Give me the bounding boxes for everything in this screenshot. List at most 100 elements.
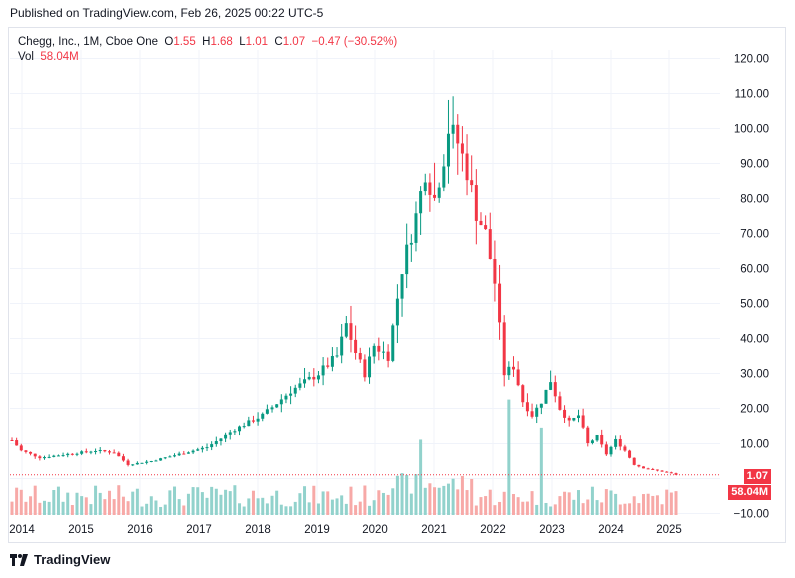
candle-body bbox=[52, 455, 56, 457]
candle-body bbox=[590, 440, 594, 444]
volume-bar bbox=[70, 505, 74, 515]
candle-body bbox=[256, 418, 260, 422]
volume-bar bbox=[521, 501, 525, 515]
candle-body bbox=[502, 322, 506, 376]
candle-body bbox=[126, 460, 130, 465]
candle-body bbox=[628, 450, 632, 458]
volume-bar bbox=[33, 485, 37, 515]
volume-bar bbox=[423, 487, 427, 515]
x-tick-label: 2019 bbox=[304, 524, 330, 536]
volume-bar bbox=[168, 490, 172, 515]
candle-body bbox=[24, 450, 28, 452]
volume-bar bbox=[330, 499, 334, 515]
candle-body bbox=[214, 441, 218, 445]
candle-body bbox=[284, 395, 288, 400]
volume-bar bbox=[456, 489, 460, 515]
volume-bar bbox=[89, 504, 93, 515]
candle-body bbox=[563, 409, 567, 418]
volume-bar bbox=[312, 485, 316, 515]
volume-bar bbox=[637, 503, 641, 515]
candle-body bbox=[163, 457, 167, 459]
y-tick-label: 100.00 bbox=[734, 124, 769, 136]
candle-body bbox=[609, 446, 613, 455]
candle-body bbox=[665, 471, 669, 473]
candle-body bbox=[289, 393, 293, 396]
candle-body bbox=[377, 345, 381, 352]
candle-body bbox=[544, 389, 548, 404]
volume-bar bbox=[479, 497, 483, 515]
candle-body bbox=[335, 355, 339, 357]
last-volume-badge: 58.04M bbox=[728, 485, 771, 500]
volume-bar bbox=[19, 489, 23, 515]
candle-body bbox=[358, 353, 362, 360]
symbol-label: Chegg, Inc., 1M, Cboe One bbox=[18, 36, 158, 48]
volume-bar bbox=[112, 499, 116, 515]
x-tick-label: 2016 bbox=[127, 524, 153, 536]
candle-body bbox=[330, 356, 334, 367]
y-tick-label: 120.00 bbox=[734, 54, 769, 66]
candle-body bbox=[108, 451, 112, 453]
volume-bar bbox=[549, 506, 553, 515]
volume-bar bbox=[177, 499, 181, 515]
candle-body bbox=[275, 404, 279, 408]
y-tick-label: 30.00 bbox=[740, 369, 769, 381]
volume-bar bbox=[103, 499, 107, 515]
candle-body bbox=[446, 133, 450, 167]
volume-value: 58.04M bbox=[40, 51, 79, 63]
candle-body bbox=[372, 345, 376, 357]
x-tick-label: 2015 bbox=[68, 524, 94, 536]
volume-bar bbox=[214, 488, 218, 515]
candle-body bbox=[549, 382, 553, 390]
candle-body bbox=[15, 440, 19, 446]
candle-body bbox=[173, 455, 177, 457]
volume-bar bbox=[145, 503, 149, 515]
volume-bar bbox=[507, 399, 511, 515]
volume-bar bbox=[344, 503, 348, 515]
y-tick-label: 20.00 bbox=[740, 404, 769, 416]
candle-body bbox=[177, 453, 181, 456]
last-price-badge: 1.07 bbox=[743, 469, 771, 484]
candle-body bbox=[498, 283, 502, 323]
volume-bar bbox=[646, 493, 650, 515]
candle-body bbox=[182, 453, 186, 455]
candle-body bbox=[312, 376, 316, 380]
volume-bar bbox=[386, 494, 390, 515]
volume-bar bbox=[604, 489, 608, 515]
candle-body bbox=[451, 124, 455, 134]
volume-bar bbox=[52, 489, 56, 515]
volume-bar bbox=[56, 486, 60, 515]
x-tick-label: 2018 bbox=[245, 524, 271, 536]
candle-body bbox=[19, 445, 23, 451]
candle-body bbox=[400, 274, 404, 299]
volume-bar bbox=[660, 504, 664, 515]
candle-body bbox=[159, 458, 163, 461]
volume-bar bbox=[558, 496, 562, 515]
candle-body bbox=[507, 366, 511, 376]
candle-body bbox=[428, 182, 432, 195]
y-tick-label: 80.00 bbox=[740, 194, 769, 206]
volume-bar bbox=[98, 492, 102, 515]
volume-bar bbox=[363, 485, 367, 515]
candle-body bbox=[75, 453, 79, 455]
candle-body bbox=[224, 434, 228, 439]
candle-body bbox=[669, 472, 673, 474]
volume-bar bbox=[200, 492, 204, 515]
candle-body bbox=[456, 124, 460, 144]
candle-body bbox=[135, 462, 139, 465]
candle-body bbox=[637, 464, 641, 467]
volume-bar bbox=[358, 501, 362, 515]
volume-bar bbox=[126, 501, 130, 515]
change-value: −0.47 (−30.52%) bbox=[311, 36, 398, 48]
candle-body bbox=[38, 456, 42, 459]
volume-bar bbox=[581, 503, 585, 515]
volume-bar bbox=[395, 475, 399, 515]
candle-body bbox=[674, 473, 678, 475]
volume-bar bbox=[632, 496, 636, 515]
candle-body bbox=[655, 469, 659, 471]
volume-bar bbox=[29, 496, 33, 515]
candle-body bbox=[228, 432, 232, 435]
candle-body bbox=[84, 451, 88, 453]
candle-body bbox=[200, 447, 204, 450]
volume-bar bbox=[154, 500, 158, 515]
